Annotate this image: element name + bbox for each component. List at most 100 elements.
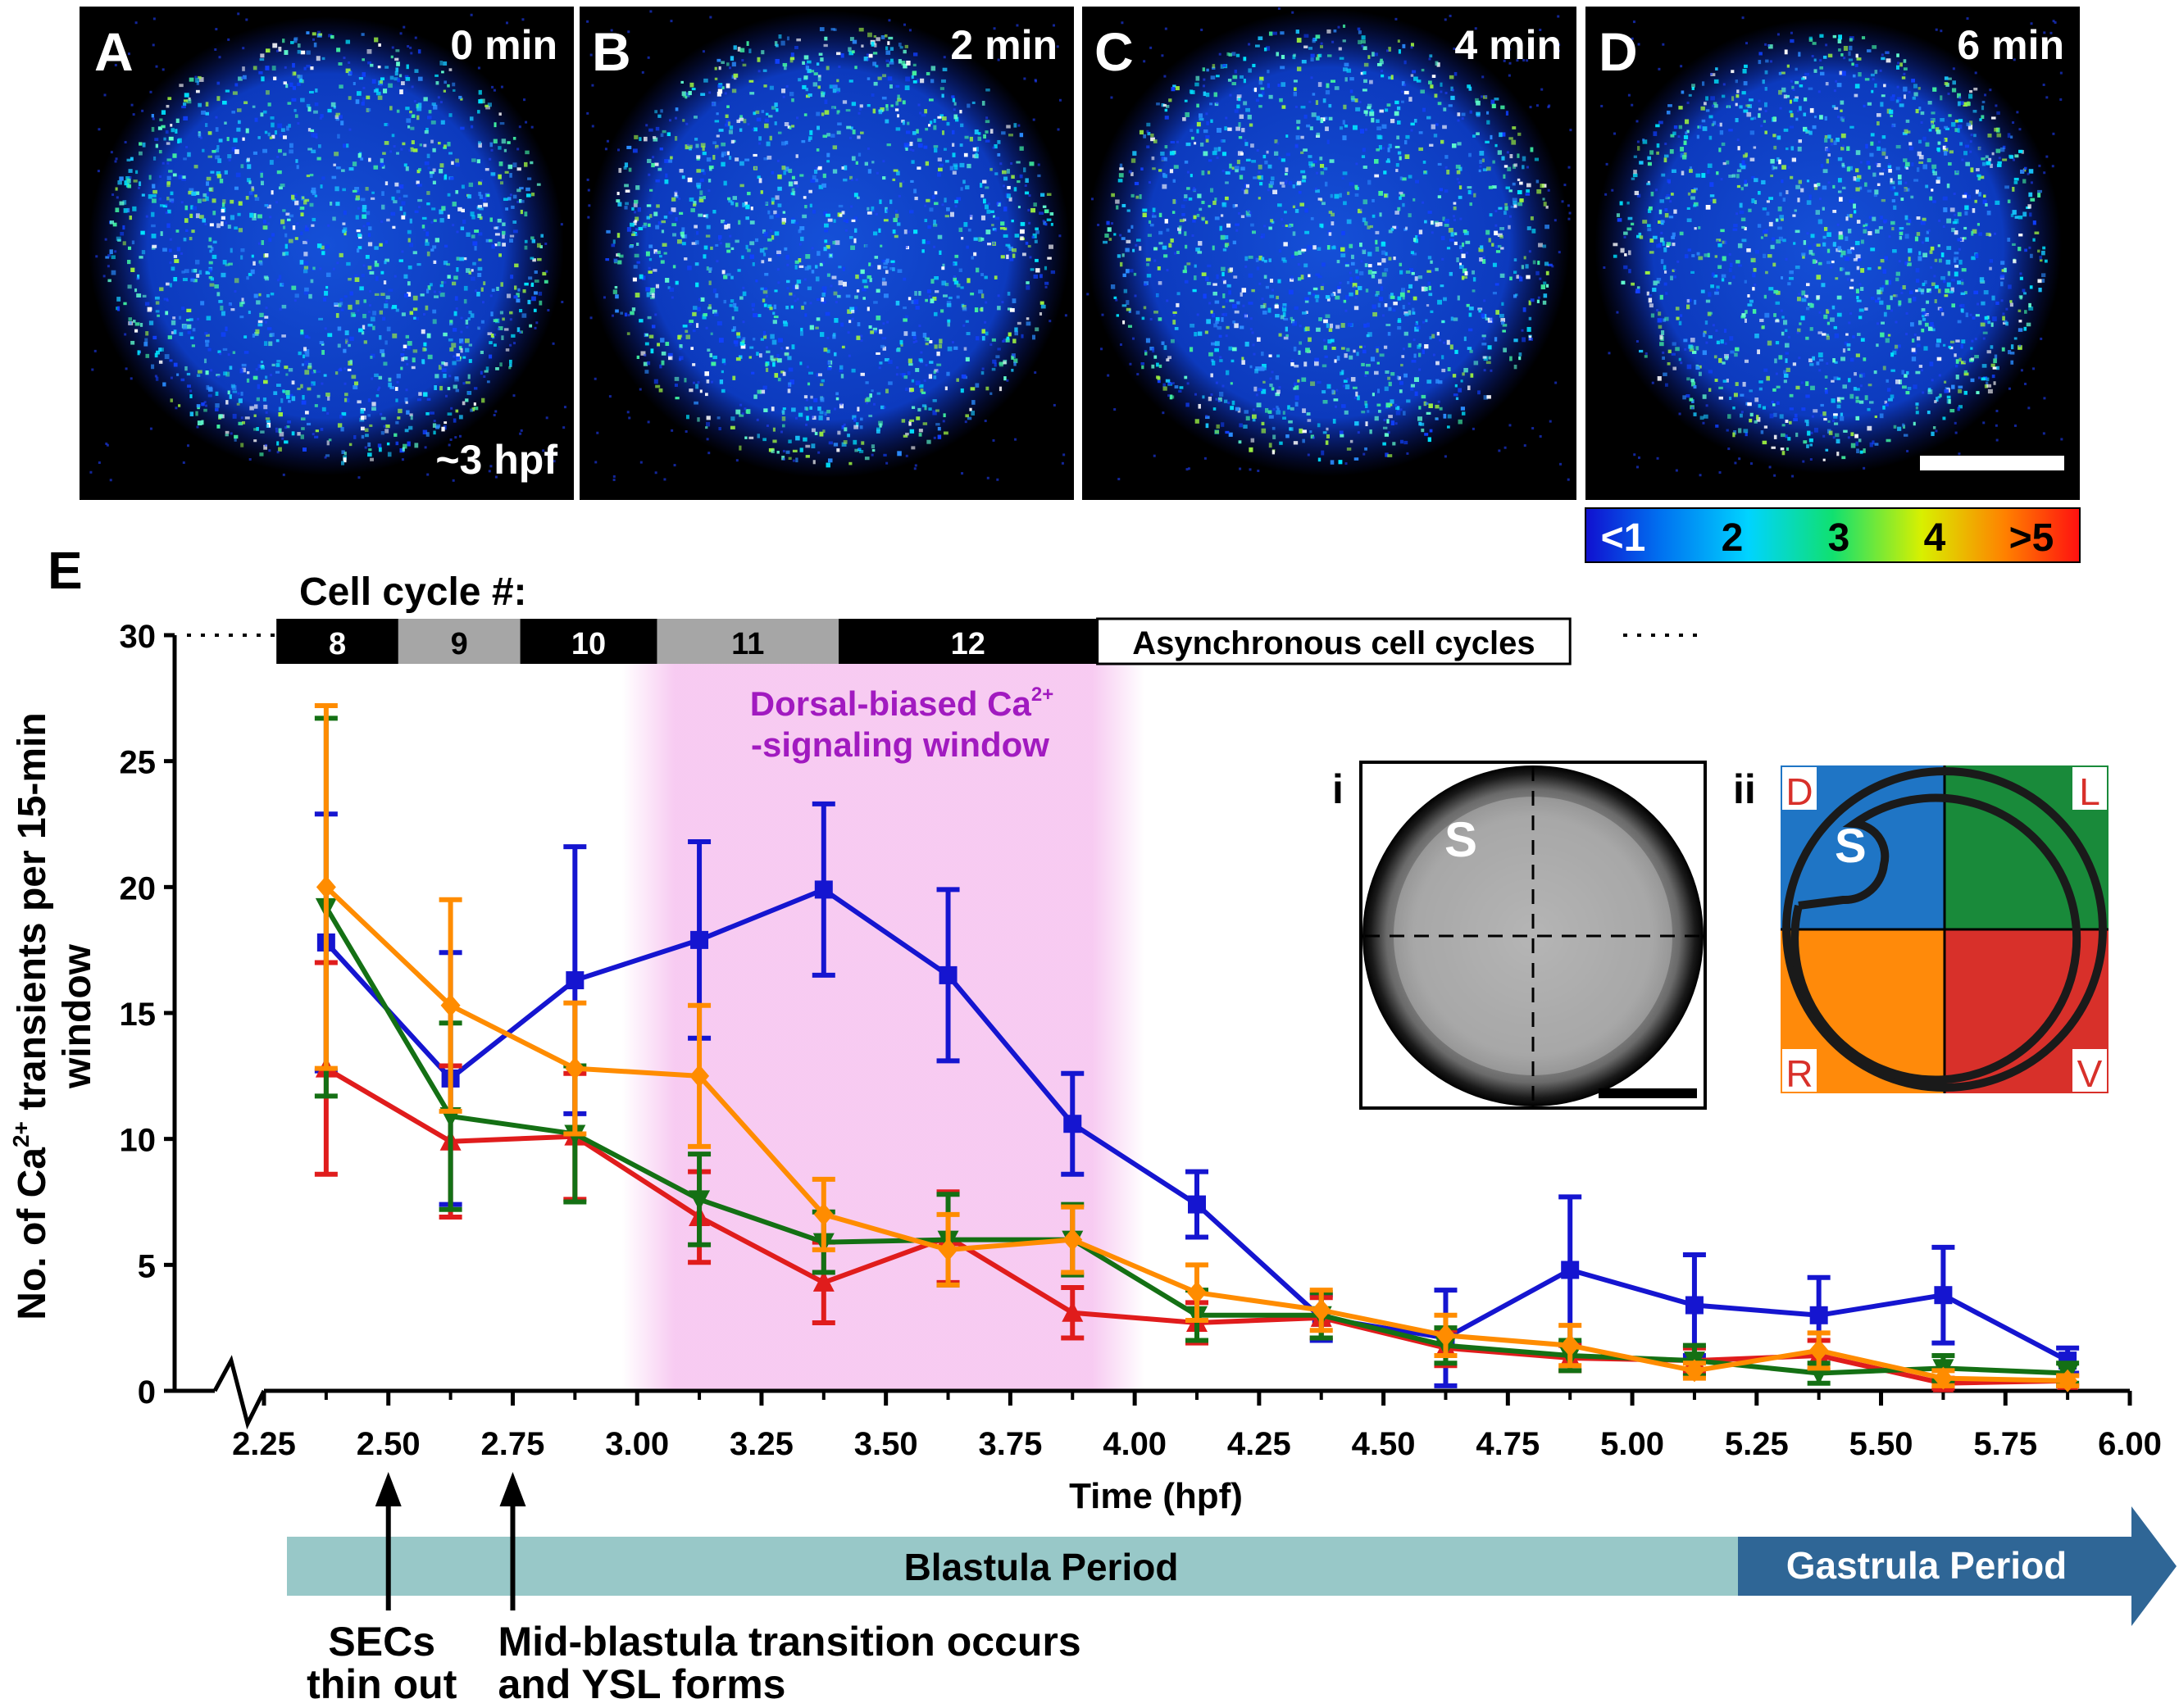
panel-d-letter: D xyxy=(1599,21,1638,82)
x-tick-label: 3.25 xyxy=(730,1426,794,1462)
x-tick-label: 3.50 xyxy=(854,1426,918,1462)
calcium-speckle-texture xyxy=(1086,7,1572,481)
data-point xyxy=(1933,1366,1954,1390)
blastula-period-label: Blastula Period xyxy=(904,1546,1179,1588)
cell-cycle-label: Asynchronous cell cycles xyxy=(1132,625,1535,661)
cell-cycle-segment xyxy=(657,619,839,664)
colorbar-label-5: >5 xyxy=(2009,516,2054,560)
quadrant-label-d: D xyxy=(1786,770,1813,813)
quadrant-label-r: R xyxy=(1786,1052,1813,1095)
axis-break xyxy=(212,1355,266,1430)
signaling-window-band xyxy=(621,647,1145,1391)
cell-cycle-segment xyxy=(276,619,398,664)
blastula-period-band xyxy=(287,1537,1738,1596)
data-point xyxy=(690,930,709,949)
series-3 xyxy=(314,703,2080,1392)
panel-a-time: 0 min xyxy=(450,22,557,68)
x-tick-label: 3.75 xyxy=(978,1426,1042,1462)
x-tick-label: 6.00 xyxy=(2098,1426,2162,1462)
data-point xyxy=(938,1238,958,1261)
data-point xyxy=(689,1064,710,1088)
data-point xyxy=(1561,1261,1580,1279)
cell-cycle-segment xyxy=(520,619,657,664)
colorbar-label-4: 4 xyxy=(1924,516,1946,560)
cell-cycle-segment xyxy=(398,619,521,664)
data-point xyxy=(1808,1338,1829,1362)
data-point xyxy=(440,993,461,1017)
data-point xyxy=(813,1202,834,1226)
x-tick-label: 2.25 xyxy=(232,1426,296,1462)
signaling-window-label-line2: -signaling window xyxy=(751,725,1049,764)
panel-b: B 2 min xyxy=(580,7,1074,500)
panel-c: C 4 min xyxy=(1082,7,1576,500)
x-tick-label: 4.00 xyxy=(1103,1426,1167,1462)
gastrula-period-arrow xyxy=(1738,1506,2177,1626)
micrograph-panels: A 0 min ~3 hpf B 2 min C 4 min D 6 min xyxy=(80,7,2080,500)
data-point xyxy=(1560,1333,1581,1357)
y-axis: 0 5 10 15 20 25 30 xyxy=(120,619,1705,1410)
calcium-speckle-texture xyxy=(89,12,566,482)
cell-cycle-label: 9 xyxy=(451,627,468,661)
panel-d-time: 6 min xyxy=(1957,22,2064,68)
data-point xyxy=(1435,1324,1456,1347)
data-point xyxy=(1062,1228,1083,1251)
inset-i-s-label: S xyxy=(1444,812,1477,867)
data-point xyxy=(566,971,585,990)
data-point xyxy=(1187,1281,1207,1305)
y-tick-label: 15 xyxy=(120,997,157,1033)
y-tick-label: 5 xyxy=(138,1248,156,1284)
signaling-window-label: Dorsal-biased Ca2+ xyxy=(750,684,1054,723)
cell-cycle-label: 11 xyxy=(731,627,764,661)
colorbar-label-1: <1 xyxy=(1601,516,1646,560)
annotation-text: SECs xyxy=(328,1619,435,1665)
scale-bar xyxy=(1920,456,2064,470)
quadrant-label-v: V xyxy=(2077,1052,2103,1095)
gastrula-period-label: Gastrula Period xyxy=(1786,1544,2068,1587)
data-point xyxy=(565,1056,585,1080)
data-point xyxy=(1063,1115,1082,1133)
data-point xyxy=(1684,1359,1704,1383)
x-tick-label: 5.25 xyxy=(1725,1426,1789,1462)
cell-cycle-label: 8 xyxy=(329,627,346,661)
panel-c-letter: C xyxy=(1094,21,1134,82)
developmental-period-bar: Blastula Period Gastrula Period xyxy=(287,1506,2177,1626)
x-tick-label: 3.00 xyxy=(605,1426,669,1462)
x-axis-title: Time (hpf) xyxy=(1069,1476,1243,1516)
panel-a: A 0 min ~3 hpf xyxy=(80,7,574,500)
cell-cycle-label: 10 xyxy=(571,627,606,661)
panel-b-time: 2 min xyxy=(950,22,1058,68)
panel-a-letter: A xyxy=(94,21,134,82)
colorbar: <1 2 3 4 >5 xyxy=(1585,507,2081,563)
calcium-speckle-texture xyxy=(1600,16,2063,478)
panel-e-letter: E xyxy=(48,541,83,600)
cell-cycle-segment xyxy=(839,619,1098,664)
data-point xyxy=(812,1270,835,1292)
x-tick-label: 2.75 xyxy=(481,1426,545,1462)
y-tick-label: 0 xyxy=(138,1374,156,1410)
data-point xyxy=(1685,1296,1704,1315)
y-tick-label: 20 xyxy=(120,870,157,906)
data-point xyxy=(316,875,336,899)
x-tick-label: 5.75 xyxy=(1973,1426,2037,1462)
y-tick-label: 25 xyxy=(120,745,157,781)
data-point xyxy=(1062,1301,1084,1322)
data-point xyxy=(1188,1195,1206,1214)
x-tick-label: 5.00 xyxy=(1600,1426,1664,1462)
data-point xyxy=(1809,1306,1828,1324)
cell-cycle-bar: 8 9 10 11 12 Asynchronous cell cycles xyxy=(276,617,1572,665)
annotation-text: thin out xyxy=(307,1661,457,1707)
inset-i-scale-bar xyxy=(1599,1088,1697,1098)
panel-b-letter: B xyxy=(592,21,631,82)
annotation-text: Mid-blastula transition occurs xyxy=(498,1619,1080,1665)
panel-c-time: 4 min xyxy=(1454,22,1562,68)
quadrant-label-l: L xyxy=(2079,770,2100,813)
inset-ii-s-label: S xyxy=(1835,820,1867,873)
cell-cycle-title: Cell cycle #: xyxy=(299,570,527,614)
inset-i-label: i xyxy=(1332,766,1344,812)
inset-ii: S D L R V ii xyxy=(1733,765,2108,1095)
x-tick-label: 5.50 xyxy=(1849,1426,1913,1462)
y-tick-label: 30 xyxy=(120,619,157,655)
x-tick-label: 2.50 xyxy=(357,1426,421,1462)
